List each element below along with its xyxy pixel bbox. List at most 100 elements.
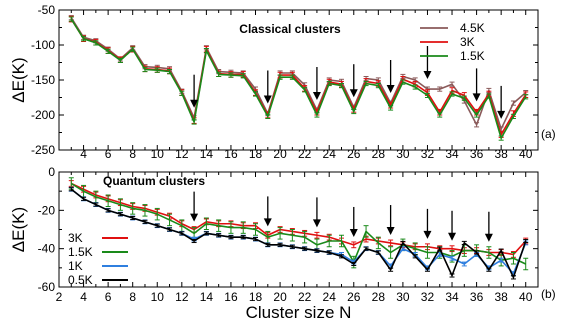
y-tick-label: -100: [31, 38, 55, 52]
panel-b-series: [68, 177, 529, 280]
arrow-marker: [349, 206, 358, 237]
x-tick-label: 18: [249, 290, 263, 304]
arrow-marker: [190, 74, 199, 108]
x-tick-label: 8: [129, 290, 136, 304]
arrow-head: [423, 71, 432, 79]
y-tick-label: -150: [31, 73, 55, 87]
y-tick-label: -50: [38, 3, 56, 17]
series-line: [70, 18, 527, 136]
legend-label: 1.5K: [460, 49, 485, 63]
x-tick-label: 16: [224, 290, 238, 304]
arrow-head: [472, 93, 481, 102]
x-tick-label: 18: [249, 147, 263, 161]
series-0.5K: [68, 187, 529, 280]
x-tick-label: 32: [421, 147, 435, 161]
arrow-marker: [423, 46, 432, 79]
arrow-marker: [190, 191, 199, 222]
x-tick-label: 24: [323, 290, 337, 304]
x-tick-label: 32: [421, 290, 435, 304]
series-line: [70, 18, 527, 139]
arrow-head: [263, 95, 272, 104]
arrow-head: [349, 89, 358, 98]
x-tick-label: 24: [323, 147, 337, 161]
x-tick-label: 36: [470, 290, 484, 304]
x-tick-label: 10: [151, 290, 165, 304]
x-tick-label: 8: [129, 147, 136, 161]
legend-entry: 1K: [68, 259, 128, 273]
arrow-head: [386, 227, 395, 236]
y-tick-label: -40: [38, 242, 56, 256]
arrow-marker: [349, 64, 358, 98]
x-tick-label: 6: [105, 290, 112, 304]
panel-a-x-tick-labels: 4 6 8 10 12 14 16 18 20 22 24 26 28 30 32 34 36 38 40: [80, 147, 532, 161]
arrow-marker: [484, 211, 493, 242]
arrow-head: [386, 85, 395, 93]
panel-b-y-tick-labels: -60 -40 -20 0: [38, 165, 56, 294]
arrow-marker: [472, 68, 481, 102]
arrow-head: [448, 232, 457, 241]
panel-b-tag: (b): [541, 287, 556, 301]
arrow-marker: [386, 205, 395, 236]
series-1.5K: [68, 16, 529, 141]
x-tick-label: 4: [80, 147, 87, 161]
legend-entry: 1.5K: [420, 49, 485, 63]
y-tick-label: 0: [48, 165, 55, 179]
x-tick-label: 2: [56, 290, 63, 304]
series-line: [70, 188, 527, 279]
arrow-marker: [497, 85, 506, 119]
x-tick-label: 28: [372, 147, 386, 161]
legend-entry: 4.5K: [420, 21, 485, 35]
x-tick-label: 22: [298, 147, 312, 161]
x-axis-title: Cluster size N: [246, 303, 352, 322]
panel-a-ticks: [58, 9, 538, 151]
series-line: [70, 182, 527, 265]
x-tick-label: 26: [347, 147, 361, 161]
legend-label: 1.5K: [68, 245, 93, 259]
arrow-head: [190, 213, 199, 222]
panel-a-tag: (a): [541, 127, 556, 141]
legend-entry: 1.5K: [68, 245, 128, 259]
legend-label: 1K: [68, 259, 83, 273]
series-1.5K: [68, 177, 529, 271]
x-tick-label: 14: [200, 290, 214, 304]
arrow-head: [349, 228, 358, 237]
legend-entry: 3K: [68, 231, 128, 245]
arrow-head: [312, 219, 321, 228]
legend-label: 3K: [68, 231, 83, 245]
x-tick-label: 20: [273, 147, 287, 161]
arrow-marker: [448, 210, 457, 241]
x-tick-label: 26: [347, 290, 361, 304]
x-tick-label: 38: [494, 290, 508, 304]
panel-b-frame: [58, 171, 539, 288]
panel-a-series: [68, 15, 529, 141]
x-tick-label: 14: [200, 147, 214, 161]
panel-a-arrows: [190, 46, 506, 119]
arrow-marker: [386, 60, 395, 93]
x-tick-label: 12: [175, 147, 189, 161]
panel-b-title: Quantum clusters: [103, 174, 205, 188]
panel-b-y-axis-title: ΔE(K): [9, 207, 28, 252]
arrow-head: [312, 92, 321, 100]
x-tick-label: 12: [175, 290, 189, 304]
arrow-head: [263, 218, 272, 227]
y-tick-label: -20: [38, 203, 56, 217]
legend-entry: 3K: [420, 35, 475, 49]
panel-b-quantum: -60-40-200 2 4 6 8 10 12 14 16 18 20 22 24 26 28 30 32 3…: [9, 165, 556, 304]
panel-a-title: Classical clusters: [239, 22, 341, 36]
x-tick-label: 36: [470, 147, 484, 161]
arrow-head: [423, 230, 432, 239]
arrow-head: [497, 110, 506, 119]
panel-a-classical: -250 -200 -150 -100 -50 4 6 8 10 12 14 16 18 20 22 24 2…: [9, 3, 556, 161]
x-tick-label: 40: [519, 147, 533, 161]
panel-b-x-tick-labels: 2 4 6 8 10 12 14 16 18 20 22 24 26 28 30 32 34 36 38 40: [56, 290, 533, 304]
series-1K: [68, 186, 529, 276]
legend-label: 3K: [460, 35, 475, 49]
x-tick-label: 10: [151, 147, 165, 161]
y-tick-label: -60: [38, 280, 56, 294]
panel-a-y-tick-labels: -250 -200 -150 -100 -50: [31, 3, 55, 157]
y-tick-label: -250: [31, 143, 55, 157]
arrow-head: [484, 233, 493, 242]
y-tick-label: -200: [31, 108, 55, 122]
